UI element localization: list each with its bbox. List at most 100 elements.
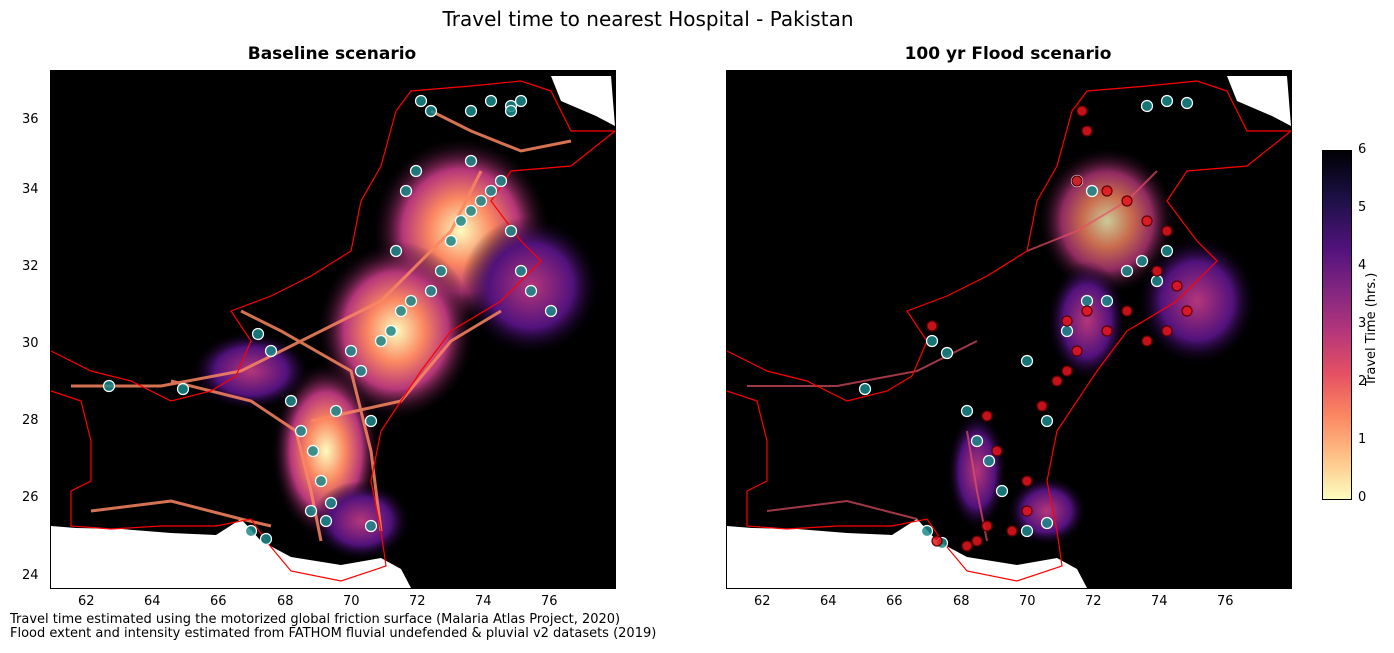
hospital-marker bbox=[424, 104, 438, 118]
hospital-marker bbox=[1121, 195, 1133, 207]
hospital-markers bbox=[858, 94, 1194, 552]
colorbar-tick-5: 5 bbox=[1358, 200, 1367, 215]
hospital-marker bbox=[324, 496, 338, 510]
hospital-marker bbox=[981, 410, 993, 422]
hospital-marker bbox=[940, 346, 954, 360]
panel-title-baseline: Baseline scenario bbox=[247, 44, 417, 64]
hospital-marker bbox=[306, 444, 320, 458]
hospital-marker bbox=[1151, 265, 1163, 277]
x-tick-66: 66 bbox=[886, 594, 903, 609]
x-tick-64: 64 bbox=[144, 594, 161, 609]
heat-south bbox=[1007, 476, 1087, 546]
colorbar-tick-2: 2 bbox=[1358, 374, 1367, 389]
hospital-marker bbox=[1161, 225, 1173, 237]
hospital-marker bbox=[102, 379, 116, 393]
y-tick-32: 32 bbox=[22, 259, 39, 274]
hospital-marker bbox=[1141, 215, 1153, 227]
x-tick-64: 64 bbox=[820, 594, 837, 609]
x-tick-68: 68 bbox=[277, 594, 294, 609]
y-tick-24: 24 bbox=[22, 568, 39, 583]
x-tick-72: 72 bbox=[409, 594, 426, 609]
north-nodata bbox=[1227, 76, 1291, 126]
hospital-marker bbox=[504, 104, 518, 118]
hospital-marker bbox=[304, 504, 318, 518]
x-tick-76: 76 bbox=[541, 594, 558, 609]
hospital-marker bbox=[464, 204, 478, 218]
hospital-marker bbox=[444, 234, 458, 248]
colorbar-label: Travel Time (hrs.) bbox=[1364, 272, 1379, 386]
hospital-marker bbox=[329, 404, 343, 418]
heat-punjab bbox=[1047, 261, 1127, 381]
hospital-marker bbox=[1100, 294, 1114, 308]
hospital-marker bbox=[1135, 254, 1149, 268]
hospital-marker bbox=[1061, 315, 1073, 327]
hospital-marker bbox=[1021, 505, 1033, 517]
hospital-marker bbox=[454, 214, 468, 228]
flood-map bbox=[726, 70, 1292, 589]
hospital-marker bbox=[1085, 184, 1099, 198]
hospital-marker bbox=[319, 514, 333, 528]
hospital-marker bbox=[404, 294, 418, 308]
y-tick-26: 26 bbox=[22, 490, 39, 505]
hospital-marker bbox=[1141, 335, 1153, 347]
hospital-marker bbox=[1040, 516, 1054, 530]
hospital-marker bbox=[434, 264, 448, 278]
hospital-marker bbox=[926, 320, 938, 332]
hospital-marker bbox=[474, 194, 488, 208]
hospital-marker bbox=[1061, 365, 1073, 377]
hospital-marker bbox=[544, 304, 558, 318]
hospital-marker bbox=[484, 184, 498, 198]
hospital-marker bbox=[504, 224, 518, 238]
colorbar-tick-6: 6 bbox=[1358, 142, 1367, 157]
hospital-marker bbox=[374, 334, 388, 348]
colorbar bbox=[1322, 150, 1352, 500]
x-tick-66: 66 bbox=[210, 594, 227, 609]
hospital-marker bbox=[1140, 99, 1154, 113]
hospital-marker bbox=[464, 154, 478, 168]
hospital-marker bbox=[1121, 305, 1133, 317]
colorbar-tick-0: 0 bbox=[1358, 490, 1367, 505]
y-tick-34: 34 bbox=[22, 182, 39, 197]
hospital-marker bbox=[514, 94, 528, 108]
hospital-marker bbox=[1081, 125, 1093, 137]
hospital-marker bbox=[1006, 525, 1018, 537]
hospital-marker bbox=[364, 414, 378, 428]
colorbar-tick-4: 4 bbox=[1358, 258, 1367, 273]
hospital-marker bbox=[1071, 175, 1083, 187]
x-tick-74: 74 bbox=[475, 594, 492, 609]
hospital-marker bbox=[251, 327, 265, 341]
hospital-marker bbox=[314, 474, 328, 488]
hospital-marker bbox=[464, 104, 478, 118]
north-nodata bbox=[551, 76, 615, 126]
x-tick-70: 70 bbox=[1019, 594, 1036, 609]
hospital-marker bbox=[284, 394, 298, 408]
hospital-marker bbox=[484, 94, 498, 108]
footnote-data-source: Travel time estimated using the motorize… bbox=[10, 612, 621, 627]
hospital-marker bbox=[1020, 354, 1034, 368]
hospital-marker bbox=[259, 532, 273, 546]
hospital-marker bbox=[1180, 96, 1194, 110]
x-tick-68: 68 bbox=[953, 594, 970, 609]
hospital-marker bbox=[414, 94, 428, 108]
figure-title: Travel time to nearest Hospital - Pakist… bbox=[442, 7, 854, 31]
footnote-flood-source: Flood extent and intensity estimated fro… bbox=[10, 626, 657, 641]
x-tick-62: 62 bbox=[754, 594, 771, 609]
x-tick-74: 74 bbox=[1151, 594, 1168, 609]
x-tick-76: 76 bbox=[1217, 594, 1234, 609]
hospital-marker bbox=[514, 264, 528, 278]
hospital-marker bbox=[1051, 375, 1063, 387]
heat-east bbox=[1137, 236, 1257, 366]
hospital-marker bbox=[264, 344, 278, 358]
hospital-marker bbox=[982, 454, 996, 468]
hospital-marker bbox=[1101, 325, 1113, 337]
hospital-marker bbox=[364, 519, 378, 533]
hospital-marker bbox=[1160, 94, 1174, 108]
hospital-marker bbox=[1040, 414, 1054, 428]
hospital-marker bbox=[1181, 305, 1193, 317]
baseline-map-svg bbox=[51, 76, 615, 588]
pakistan-border bbox=[51, 80, 615, 582]
hospital-marker bbox=[1036, 400, 1048, 412]
hospital-marker bbox=[524, 284, 538, 298]
hospital-marker bbox=[971, 535, 983, 547]
baseline-map bbox=[50, 70, 616, 589]
